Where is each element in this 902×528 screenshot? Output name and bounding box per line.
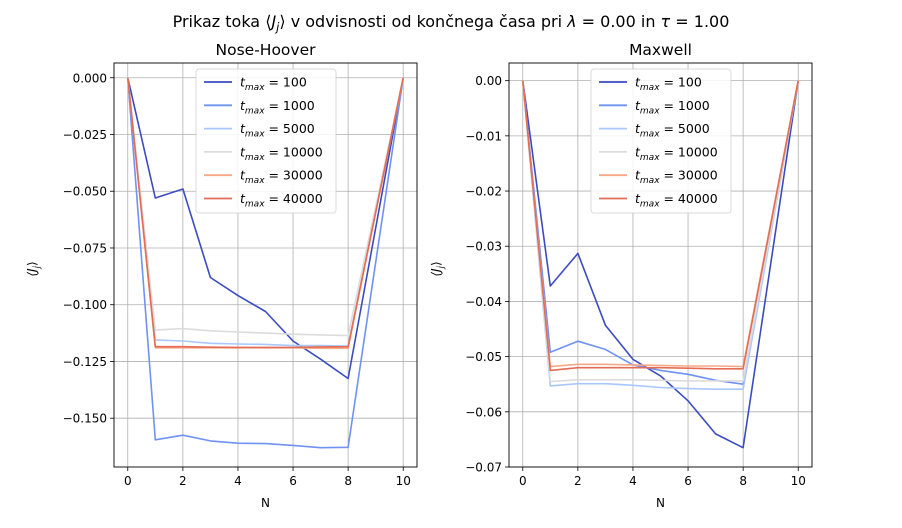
x-tick-label: 4	[629, 474, 637, 488]
y-axis-label: ⟨Jj⟩	[25, 261, 42, 276]
series-line	[127, 77, 404, 347]
x-tick-label: 0	[519, 474, 527, 488]
legend-label: tmax = 1000	[240, 98, 315, 117]
series-line	[127, 77, 404, 337]
panel-title: Nose-Hoover	[216, 41, 317, 59]
series-line	[522, 80, 799, 391]
y-tick-label: −0.05	[465, 350, 502, 364]
x-tick-label: 8	[739, 474, 747, 488]
y-tick-label: −0.100	[63, 298, 107, 312]
legend-label: tmax = 40000	[240, 191, 323, 210]
y-tick-label: 0.000	[73, 71, 107, 85]
y-tick-label: −0.025	[63, 128, 107, 142]
legend-label: tmax = 10000	[635, 144, 718, 163]
y-tick-label: −0.050	[63, 185, 107, 199]
legend: tmax = 100 tmax = 1000 tmax = 5000 tmax = 1…	[195, 68, 337, 214]
figure-suptitle: Prikaz toka ⟨Jj⟩ v odvisnosti od končneg…	[173, 12, 730, 34]
x-tick-label: 10	[791, 474, 806, 488]
x-tick-label: 10	[396, 474, 411, 488]
legend: tmax = 100 tmax = 1000 tmax = 5000 tmax = 1…	[590, 68, 732, 214]
x-axis-label: N	[656, 496, 665, 510]
x-tick-label: 4	[234, 474, 242, 488]
axes-frame	[508, 62, 813, 468]
axes-frame	[113, 62, 418, 468]
y-axis-label: ⟨Jj⟩	[429, 261, 446, 276]
y-tick-label: 0.00	[475, 74, 502, 88]
legend-label: tmax = 10000	[240, 144, 323, 163]
y-tick-label: −0.125	[63, 355, 107, 369]
y-tick-label: −0.02	[465, 185, 502, 199]
series-line	[522, 80, 799, 368]
x-tick-label: 2	[574, 474, 582, 488]
panel-title: Maxwell	[629, 41, 692, 59]
legend-label: tmax = 100	[240, 75, 307, 94]
legend-label: tmax = 40000	[635, 191, 718, 210]
x-tick-label: 6	[289, 474, 297, 488]
y-tick-label: −0.07	[465, 461, 502, 475]
y-tick-label: −0.04	[465, 295, 502, 309]
y-tick-label: −0.06	[465, 405, 502, 419]
y-tick-label: −0.150	[63, 412, 107, 426]
series-line	[127, 77, 404, 449]
legend-label: tmax = 100	[635, 75, 702, 94]
panel-nose-hoover: Nose-Hoover 0 2 4 6 8 10 0.000 −0.025 −0.050 −0.07…	[25, 41, 418, 510]
y-tick-label: −0.075	[63, 241, 107, 255]
legend-label: tmax = 5000	[635, 121, 710, 140]
series-line	[522, 80, 799, 383]
legend-label: tmax = 1000	[635, 98, 710, 117]
x-tick-label: 8	[344, 474, 352, 488]
panel-maxwell: Maxwell 0 2 4 6 8 10 0.00 −0.01 −0.02 −0.03 −0.04 −0…	[429, 41, 813, 510]
x-tick-label: 2	[179, 474, 187, 488]
series-line	[127, 77, 404, 380]
y-tick-label: −0.03	[465, 240, 502, 254]
y-tick-label: −0.01	[465, 129, 502, 143]
x-tick-label: 0	[124, 474, 132, 488]
legend-label: tmax = 30000	[240, 168, 323, 187]
x-tick-label: 6	[684, 474, 692, 488]
series-line	[522, 80, 799, 372]
legend-label: tmax = 5000	[240, 121, 315, 140]
series-line	[127, 77, 404, 349]
x-axis-label: N	[261, 496, 270, 510]
legend-label: tmax = 30000	[635, 168, 718, 187]
